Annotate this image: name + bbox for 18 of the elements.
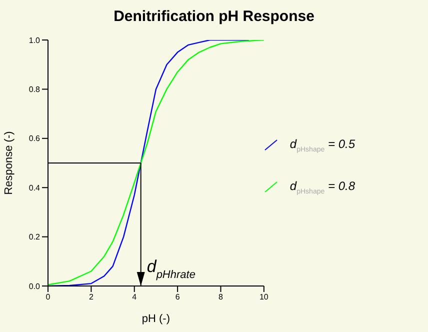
- legend-label: d$_{pHshape}$ = 0.8: [290, 178, 355, 196]
- y-tick-label: 0.6: [28, 134, 41, 144]
- x-tick-label: 2: [88, 292, 94, 302]
- y-tick-label: 0.4: [28, 183, 41, 192]
- x-tick-label: 10: [259, 292, 269, 302]
- y-tick-label: 0.2: [28, 232, 41, 242]
- y-tick-label: 0.0: [28, 282, 41, 291]
- ref-line-label: d$_{pHhrate}$: [146, 257, 196, 281]
- y-tick-label: 1.0: [28, 36, 41, 45]
- x-tick-label: 6: [175, 292, 180, 302]
- x-tick-label: 8: [218, 292, 224, 302]
- chart-title: Denitrification pH Response: [112, 8, 316, 25]
- legend-label: d$_{pHshape}$ = 0.5: [290, 136, 355, 154]
- y-tick-label: 0.8: [28, 85, 41, 94]
- x-tick-label: 0: [46, 292, 51, 302]
- y-axis-title: Response (-): [2, 131, 15, 195]
- x-tick-label: 4: [132, 292, 138, 302]
- x-axis-title: pH (-): [142, 313, 170, 325]
